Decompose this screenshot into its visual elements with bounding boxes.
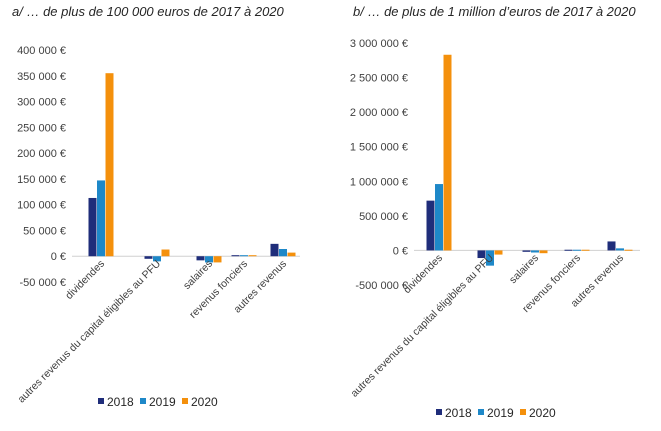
y-tick-label: 0 € [51,251,66,263]
bar-2019 [435,184,443,251]
bar-2019 [205,256,213,263]
chart-panel-a: -50 000 € 0 € 50 000 € 100 000 € 150 000 € 20… [16,45,300,409]
bar-2020 [248,255,257,257]
bar-2019 [153,256,161,262]
category-label: salaires [181,258,215,292]
y-tick-label: 200 000 € [17,148,66,160]
bar-2019 [279,249,287,257]
legend-swatch-2020 [182,398,188,404]
bar-2018 [607,241,616,251]
bar-2019 [573,249,581,251]
panel-a-title: a/ … de plus de 100 000 euros de 2017 à … [12,4,284,19]
y-tick-label: 150 000 € [17,174,66,186]
bar-2018 [196,256,205,261]
bar-2019 [240,255,248,257]
y-tick-label: 2 000 000 € [350,107,408,119]
y-tick-label: 250 000 € [17,122,66,134]
panel-b-title: b/ … de plus de 1 million d’euros de 201… [353,4,636,19]
bar-2020 [443,54,452,251]
legend-label-2018: 2018 [445,406,472,420]
bar-2019 [97,180,105,257]
legend-swatch-2019 [140,398,146,404]
bar-2018 [144,256,153,259]
category-label: salaires [507,252,541,286]
bar-2019 [616,248,624,251]
y-tick-label: 400 000 € [17,45,66,57]
legend-swatch-2020 [520,409,526,415]
y-tick-label: 300 000 € [17,97,66,109]
bar-2018 [426,200,435,251]
legend-swatch-2019 [478,409,484,415]
bar-2018 [231,255,240,257]
y-tick-label: 1 000 000 € [350,176,408,188]
bar-2019 [531,250,539,253]
legend-swatch-2018 [436,409,442,415]
y-tick-label: -500 000 € [355,280,408,292]
y-tick-label: 3 000 000 € [350,38,408,50]
bar-2020 [624,249,633,251]
bar-2020 [494,250,503,255]
bar-2020 [213,256,222,263]
y-tick-label: 50 000 € [23,225,66,237]
y-tick-label: -50 000 € [20,277,66,289]
bar-2018 [522,250,531,252]
bar-2019 [486,250,494,266]
y-tick-label: 100 000 € [17,200,66,212]
legend-label-2019: 2019 [149,395,176,409]
bar-2018 [88,197,97,257]
legend-label-2018: 2018 [107,395,134,409]
category-label: dividendes [63,258,107,302]
y-tick-label: 350 000 € [17,71,66,83]
legend-label-2020: 2020 [529,406,556,420]
bar-2018 [270,243,279,257]
bar-2020 [539,250,548,254]
bar-2020 [105,73,114,257]
category-label: dividendes [401,252,445,296]
bar-2020 [287,252,296,257]
legend-swatch-2018 [98,398,104,404]
chart-panel-b: -500 000 € 0 € 500 000 € 1 000 000 € 1 500 0… [349,38,640,420]
bar-2020 [161,249,170,257]
legend-label-2019: 2019 [487,406,514,420]
y-tick-label: 500 000 € [359,211,408,223]
y-tick-label: 1 500 000 € [350,142,408,154]
bar-2020 [581,249,590,251]
y-tick-label: 0 € [393,245,408,257]
y-tick-label: 2 500 000 € [350,73,408,85]
bar-2018 [477,250,486,259]
legend-label-2020: 2020 [191,395,218,409]
bar-2018 [564,249,573,251]
